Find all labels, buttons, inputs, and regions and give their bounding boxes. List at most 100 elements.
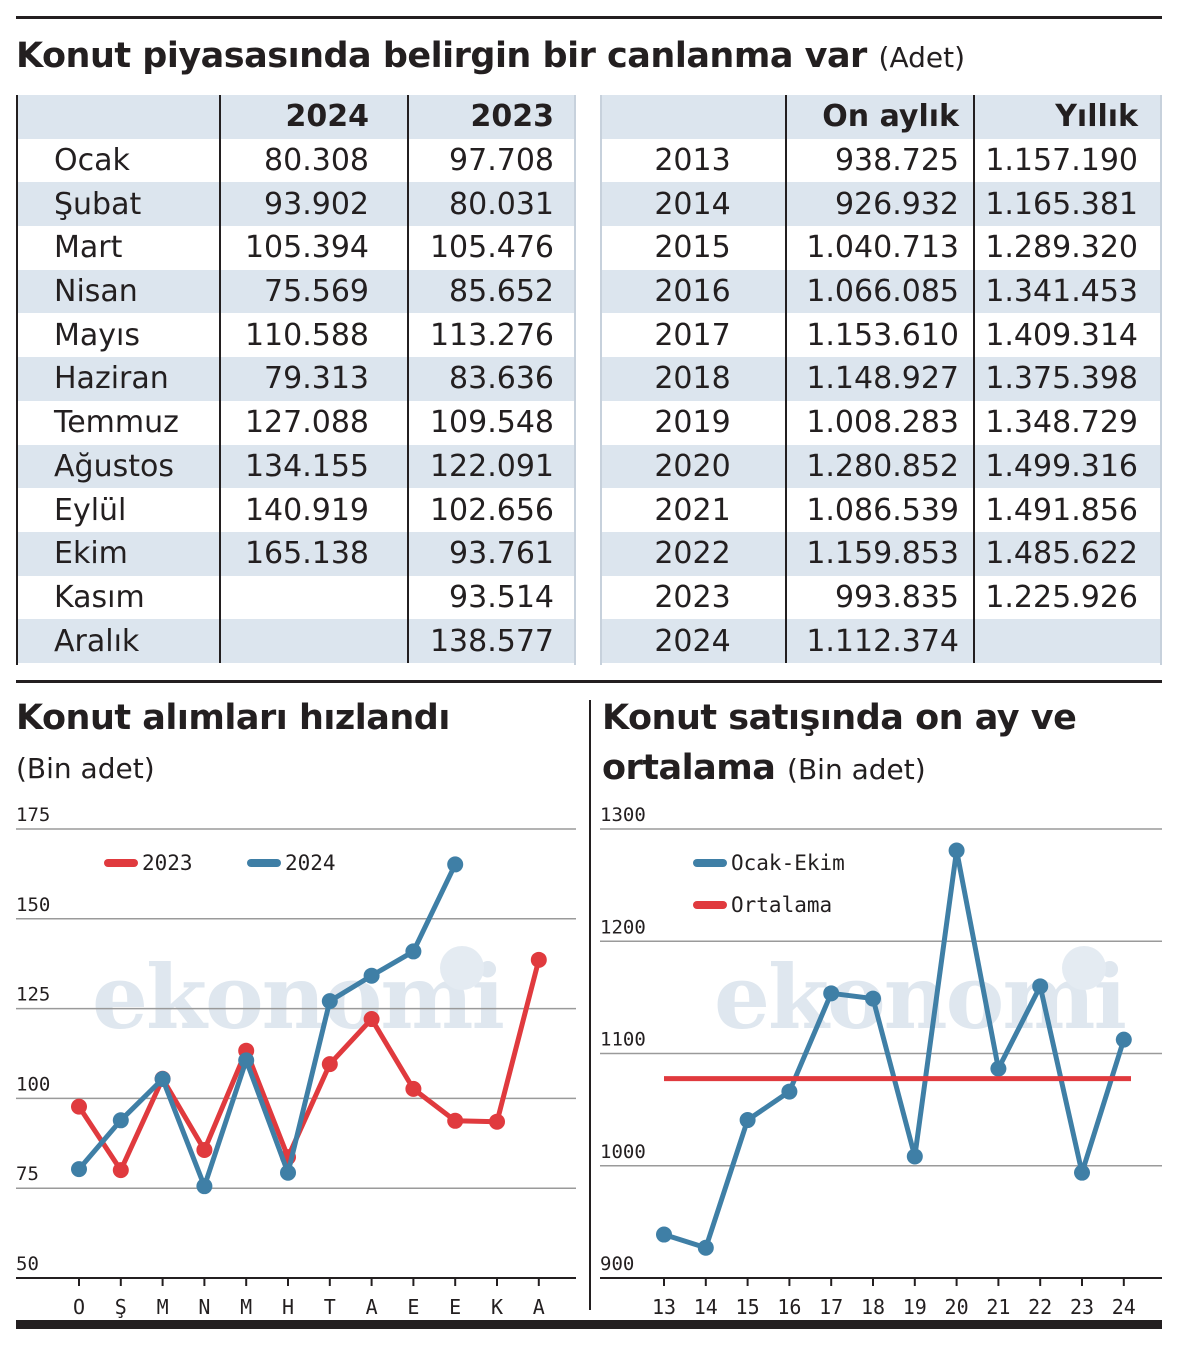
monthly-cell-v2024: 93.902 [220, 182, 409, 227]
chart2-x-tick-label: 15 [736, 1295, 760, 1319]
annual-cell-year: 2023 [600, 575, 787, 620]
monthly-cell-month: Mart [16, 226, 221, 270]
chart1-legend-label: 2023 [142, 851, 193, 875]
annual-cell-year: 2022 [600, 531, 787, 576]
monthly-table-left-edge [16, 95, 18, 665]
chart1-point-2023 [447, 1112, 464, 1129]
annual-row: 2024 1.112.374 [600, 619, 1162, 663]
monthly-cell-month: Ekim [16, 531, 221, 576]
chart1-point-2023 [112, 1162, 129, 1179]
chart2-y-tick-label: 900 [600, 1253, 634, 1275]
chart1-title: Konut alımları hızlandı [16, 698, 450, 738]
monthly-cell-v2023: 97.708 [449, 143, 554, 179]
monthly-cell-v2023: 93.514 [449, 579, 554, 615]
monthly-cell-v2023: 93.761 [408, 531, 576, 576]
annual-cell-annual [974, 619, 1162, 663]
monthly-row: Temmuz 127.088 109.548 [16, 400, 576, 445]
monthly-header-blank [16, 95, 221, 139]
chart1-x-tick-label: A [533, 1295, 545, 1319]
annual-cell-annual: 1.225.926 [985, 579, 1138, 615]
chart1-x-tick-label: E [407, 1295, 419, 1319]
chart1-series-2024-line [77, 863, 458, 1189]
chart1-point-2024 [363, 967, 380, 984]
chart2-point-ocak-ekim [1115, 1031, 1132, 1048]
chart2-y-tick-label: 1100 [600, 1029, 646, 1051]
chart2-legend-label: Ocak-Ekim [731, 851, 845, 875]
chart1-x-tick-label: A [366, 1295, 378, 1319]
monthly-cell-v2024: 110.588 [220, 313, 409, 358]
monthly-cell-month: Temmuz [16, 400, 221, 445]
monthly-cell-month: Haziran [16, 357, 221, 401]
monthly-cell-month: Mayıs [16, 313, 221, 358]
monthly-cell-v2024: 140.919 [220, 488, 409, 532]
monthly-row: Haziran 79.313 83.636 [16, 357, 576, 401]
chart2-x-tick-label: 19 [903, 1295, 927, 1319]
annual-table-left-edge [600, 95, 602, 665]
chart2-point-ocak-ekim [823, 985, 840, 1002]
annual-table-header: On aylık Yıllık [600, 95, 1162, 139]
chart1-point-2024 [447, 856, 464, 873]
page-title: Konut piyasasında belirgin bir canlanma … [16, 36, 965, 76]
chart1-y-tick-label: 175 [16, 804, 50, 826]
monthly-cell-month: Ağustos [16, 444, 221, 489]
monthly-cell-v2023: 109.548 [429, 405, 554, 441]
monthly-cell-v2023: 105.476 [429, 230, 554, 266]
chart1-point-2023 [154, 1070, 171, 1087]
chart1-point-2023 [321, 1056, 338, 1073]
monthly-cell-month: Aralık [16, 619, 221, 663]
monthly-row: Kasım 93.514 [16, 575, 576, 620]
chart2-x-tick-label: 16 [777, 1295, 801, 1319]
chart2-x-tick-label: 23 [1070, 1295, 1094, 1319]
chart2-x-tick-label: 20 [945, 1295, 969, 1319]
chart1-point-2024 [405, 943, 422, 960]
chart1-point-2023 [530, 951, 547, 968]
chart1-point-2023 [363, 1011, 380, 1028]
annual-cell-year: 2020 [600, 444, 787, 489]
chart1-x-tick-label: N [198, 1295, 210, 1319]
monthly-cell-v2024: 134.155 [220, 444, 409, 489]
chart1-point-2024 [238, 1052, 255, 1069]
annual-cell-annual: 1.491.856 [985, 492, 1138, 528]
chart1-point-2023 [489, 1113, 505, 1130]
chart2-point-ocak-ekim [781, 1083, 798, 1100]
annual-cell-annual: 1.165.381 [974, 182, 1162, 227]
monthly-row: Mart 105.394 105.476 [16, 226, 576, 270]
monthly-row: Aralık 138.577 [16, 619, 576, 663]
chart1-point-2023 [405, 1080, 422, 1097]
chart1-point-2024 [196, 1178, 213, 1195]
monthly-row: Mayıs 110.588 113.276 [16, 313, 576, 358]
chart-divider [589, 700, 591, 1310]
chart2-point-ocak-ekim [948, 842, 965, 859]
annual-row: 2015 1.040.713 1.289.320 [600, 226, 1162, 270]
chart2-point-ocak-ekim [990, 1060, 1007, 1077]
chart1-y-tick-label: 75 [16, 1163, 39, 1185]
chart2-x-tick-label: 13 [652, 1295, 676, 1319]
annual-row: 2020 1.280.852 1.499.316 [600, 444, 1162, 489]
chart1-y-tick-label: 125 [16, 984, 50, 1006]
chart1-point-2024 [71, 1161, 87, 1178]
monthly-cell-v2024: 75.569 [220, 269, 409, 314]
monthly-cell-v2024: 79.313 [220, 357, 409, 401]
annual-row: 2018 1.148.927 1.375.398 [600, 357, 1162, 401]
annual-header-annual: Yıllık [974, 95, 1162, 139]
monthly-cell-v2024 [220, 575, 409, 620]
monthly-cell-month: Kasım [16, 575, 221, 620]
monthly-cell-v2023: 83.636 [408, 357, 576, 401]
chart1-point-2024 [280, 1164, 296, 1181]
annual-cell-year: 2017 [600, 313, 787, 358]
chart2-title-line2: ortalama (Bin adet) [602, 748, 926, 788]
page-title-text: Konut piyasasında belirgin bir canlanma … [16, 36, 867, 76]
annual-cell-ten_month: 1.112.374 [786, 619, 975, 663]
chart2-title-unit: (Bin adet) [787, 753, 926, 786]
annual-cell-ten_month: 1.086.539 [786, 488, 975, 532]
chart1-x-tick-label: E [449, 1295, 461, 1319]
annual-row: 2022 1.159.853 1.485.622 [600, 531, 1162, 576]
chart1-x-tick-label: T [324, 1295, 336, 1319]
annual-header-blank [600, 95, 787, 139]
annual-row: 2021 1.086.539 1.491.856 [600, 488, 1162, 532]
chart1-point-2023 [71, 1098, 87, 1115]
monthly-cell-month: Ocak [16, 138, 221, 183]
annual-cell-year: 2021 [600, 488, 787, 532]
chart2-y-tick-label: 1000 [600, 1141, 646, 1163]
monthly-header-2023: 2023 [408, 95, 576, 139]
